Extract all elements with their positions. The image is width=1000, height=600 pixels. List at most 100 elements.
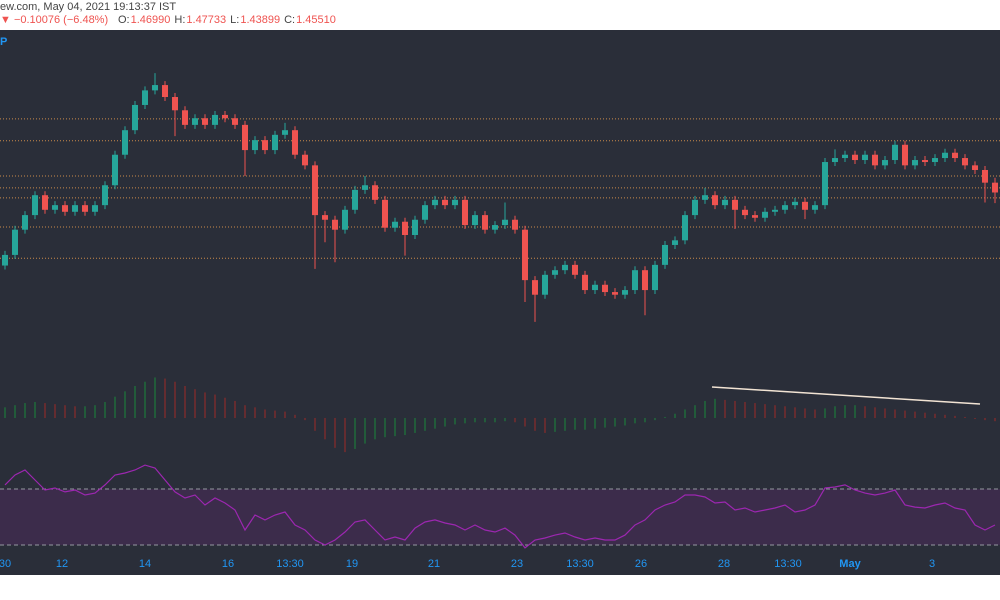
x-tick-label: May <box>839 558 861 570</box>
macd-bar <box>644 418 646 423</box>
macd-bar <box>724 399 726 418</box>
x-tick-label: 21 <box>428 558 440 570</box>
candle-body <box>512 219 518 230</box>
candle-body <box>422 205 428 220</box>
x-tick-label: 14 <box>139 558 151 570</box>
macd-bar <box>334 418 336 448</box>
candle-body <box>732 199 738 210</box>
macd-bar <box>874 407 876 418</box>
candle-body <box>82 205 88 212</box>
macd-bar <box>734 400 736 418</box>
candle-body <box>32 195 38 216</box>
macd-bar <box>464 418 466 424</box>
candle-body <box>282 130 288 135</box>
x-tick-label: 13:30 <box>774 558 802 570</box>
macd-bar <box>844 405 846 418</box>
macd-bar <box>914 411 916 418</box>
macd-bar <box>4 407 6 418</box>
candle-body <box>792 201 798 206</box>
rsi-line <box>4 464 996 549</box>
macd-bar <box>44 403 46 418</box>
candle-body <box>902 144 908 166</box>
macd-bar <box>474 418 476 423</box>
candle-body <box>272 134 278 151</box>
macd-bar <box>814 409 816 418</box>
candle-body <box>312 165 318 216</box>
rsi-band-fill <box>0 489 1000 545</box>
macd-bar <box>254 407 256 418</box>
macd-bar <box>894 409 896 418</box>
macd-bar <box>224 397 226 418</box>
macd-bar <box>784 406 786 418</box>
macd-bar <box>74 406 76 418</box>
x-tick-label: 28 <box>718 558 730 570</box>
macd-bar <box>234 400 236 418</box>
candle-body <box>892 144 898 161</box>
candle-body <box>52 205 58 210</box>
macd-bar <box>24 403 26 418</box>
candle-body <box>262 140 268 151</box>
macd-bar <box>564 418 566 431</box>
candle-body <box>652 264 658 291</box>
candle-body <box>702 195 708 200</box>
macd-bar <box>794 407 796 418</box>
candle-body <box>372 185 378 200</box>
ohlc-label: O: <box>118 14 130 26</box>
macd-bar <box>174 381 176 418</box>
candle-body <box>12 229 18 255</box>
candle-body <box>612 292 618 295</box>
macd-bar <box>534 418 536 431</box>
macd-bar <box>674 413 676 418</box>
candle-body <box>22 215 28 230</box>
macd-bar <box>354 418 356 449</box>
ohlc-value: 1.46990 <box>131 14 171 26</box>
candle-body <box>722 199 728 206</box>
candle-body <box>232 118 238 125</box>
macd-bar <box>574 418 576 430</box>
macd-bar <box>144 381 146 418</box>
candle-body <box>462 199 468 226</box>
candle-body <box>562 264 568 271</box>
candle-body <box>252 140 258 151</box>
macd-bar <box>434 418 436 429</box>
macd-bar <box>344 418 346 453</box>
macd-bar <box>54 404 56 418</box>
macd-bar <box>134 386 136 418</box>
macd-bar <box>194 389 196 418</box>
candle-body <box>122 130 128 155</box>
candle-body <box>542 274 548 295</box>
candle-body <box>682 215 688 241</box>
macd-bar <box>384 418 386 438</box>
candle-body <box>222 114 228 119</box>
macd-bar <box>414 418 416 433</box>
candle-body <box>352 189 358 210</box>
candle-body <box>292 130 298 155</box>
macd-bar <box>154 377 156 418</box>
candle-body <box>502 219 508 226</box>
macd-bar <box>214 394 216 418</box>
ohlc-label: L: <box>230 14 239 26</box>
candle-body <box>692 199 698 216</box>
macd-bar <box>924 412 926 418</box>
candle-body <box>582 274 588 291</box>
candle-body <box>632 270 638 291</box>
macd-bar <box>324 418 326 440</box>
macd-bar <box>954 415 956 418</box>
candle-body <box>522 229 528 281</box>
candle-body <box>302 154 308 166</box>
candle-body <box>662 244 668 265</box>
x-tick-label: 16 <box>222 558 234 570</box>
symbol-fragment: P <box>0 36 7 48</box>
candle-body <box>152 85 158 91</box>
candle-body <box>822 162 828 206</box>
macd-bar <box>714 398 716 418</box>
macd-bar <box>294 414 296 418</box>
candle-body <box>712 195 718 206</box>
candle-body <box>452 199 458 206</box>
x-tick-label: 3 <box>929 558 935 570</box>
candle-body <box>202 118 208 125</box>
candle-body <box>112 154 118 186</box>
macd-bar <box>124 391 126 418</box>
macd-bar <box>94 405 96 418</box>
macd-bar <box>34 402 36 418</box>
